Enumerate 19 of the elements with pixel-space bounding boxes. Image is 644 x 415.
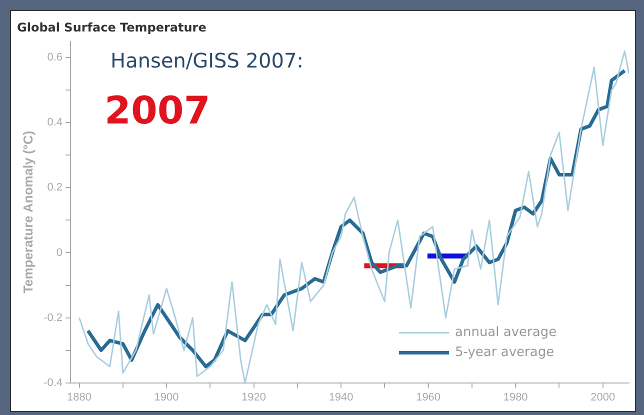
legend-label: 5-year average	[455, 345, 554, 360]
chart-title: Global Surface Temperature	[17, 20, 206, 34]
legend-label: annual average	[455, 325, 557, 340]
x-tick-label: 1940	[328, 391, 354, 404]
y-tick-label: 0.6	[47, 52, 63, 64]
x-tick-label: 2000	[590, 391, 616, 404]
x-tick-label: 1920	[242, 391, 266, 404]
y-tick-label: -0.4	[44, 376, 63, 389]
annotation: Hansen/GISS 2007:	[110, 48, 304, 72]
y-tick-label: 0.4	[47, 116, 63, 129]
y-tick-label: 0.2	[47, 182, 63, 194]
x-tick-label: 1880	[67, 391, 92, 404]
y-axis-title: Temperature Anomaly (°C)	[20, 130, 36, 294]
y-tick-label: 0	[56, 246, 63, 259]
x-tick-label: 1900	[154, 391, 179, 404]
x-tick-label: 1960	[416, 391, 441, 404]
annotation: 2007	[104, 88, 210, 132]
x-tick-label: 1980	[503, 391, 528, 404]
y-tick-label: -0.2	[44, 312, 63, 324]
